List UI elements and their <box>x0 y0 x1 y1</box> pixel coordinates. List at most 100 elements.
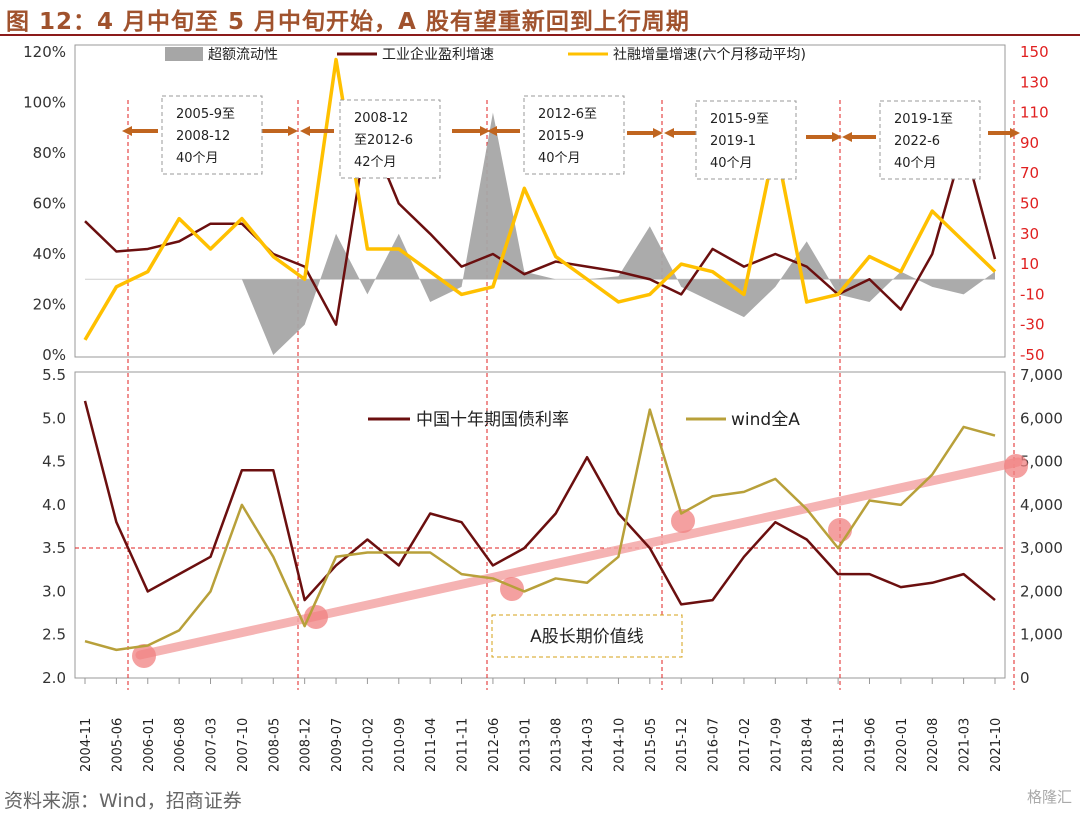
y2-tick-label: 4,000 <box>1020 496 1063 514</box>
cycle-arrow <box>487 126 520 136</box>
legend-label-profit: 工业企业盈利增速 <box>382 46 494 63</box>
x-tick-label: 2005-06 <box>110 718 125 772</box>
cycle-arrow <box>842 132 876 142</box>
y2-tick-label: 3,000 <box>1020 539 1063 557</box>
y-tick-label: 2.5 <box>42 626 66 644</box>
legend-label-winda: wind全A <box>731 410 800 430</box>
chart-canvas: 0% 20% 40% 60% 80% 100% 120% -50 -30 -10 10 30 50 70… <box>23 43 1063 772</box>
y2-tick-label: 130 <box>1020 73 1049 91</box>
value-marker <box>1004 454 1028 478</box>
x-tick-label: 2006-08 <box>173 718 188 772</box>
cycle-label-line: 2005-9至 <box>176 107 235 122</box>
excess-liquidity-area <box>85 112 995 355</box>
x-tick-label: 2018-11 <box>832 718 847 772</box>
series-line-wind-a <box>84 408 996 652</box>
y2-tick-label: 110 <box>1020 104 1049 122</box>
cycle-label-line: 40个月 <box>710 156 753 171</box>
y-tick-label: 5.0 <box>42 409 66 427</box>
watermark-logo: 格隆汇 <box>1026 788 1072 806</box>
y2-tick-label: 0 <box>1020 669 1030 687</box>
y2-tick-label: 50 <box>1020 195 1039 213</box>
cycle-label-line: 2008-12 <box>176 129 230 144</box>
cycle-box <box>695 100 797 180</box>
cycle-label-line: 40个月 <box>538 151 581 166</box>
cycle-label-line: 42个月 <box>354 155 397 170</box>
x-tick-label: 2007-10 <box>236 718 251 772</box>
cycle-label-line: 2012-6至 <box>538 107 597 122</box>
x-tick-label: 2012-06 <box>487 718 502 772</box>
source-note: 资料来源：Wind，招商证券 <box>4 790 242 812</box>
value-line-label: A股长期价值线 <box>530 627 644 647</box>
y-tick-label: 3.0 <box>42 582 66 600</box>
cycle-box <box>161 95 263 175</box>
legend-label-bond: 中国十年期国债利率 <box>416 410 569 430</box>
x-tick-label: 2017-09 <box>769 718 784 772</box>
cycle-label-line: 2008-12 <box>354 111 408 126</box>
bottom-left-axis: 2.0 2.5 3.0 3.5 4.0 4.5 5.0 5.5 <box>42 366 66 687</box>
y2-tick-label: 10 <box>1020 255 1039 273</box>
cycle-arrow <box>122 126 158 136</box>
top-right-axis: -50 -30 -10 10 30 50 70 90 110 130 150 <box>1020 43 1049 364</box>
cycle-dividers <box>127 100 1015 690</box>
y-tick-label: 80% <box>33 144 66 162</box>
cycle-label-line: 至2012-6 <box>354 133 413 148</box>
legend-label-excess-liquidity: 超额流动性 <box>208 47 278 63</box>
x-tick-label: 2009-07 <box>330 718 345 772</box>
top-left-axis: 0% 20% 40% 60% 80% 100% 120% <box>23 43 66 364</box>
cycle-label-line: 2019-1至 <box>894 112 953 127</box>
x-tick-label: 2014-03 <box>581 718 596 772</box>
x-tick-label: 2013-01 <box>518 718 533 772</box>
y2-tick-label: -10 <box>1020 285 1045 303</box>
x-tick-label: 2007-03 <box>205 718 220 772</box>
y2-tick-label: -30 <box>1020 316 1045 334</box>
y-tick-label: 120% <box>23 43 66 61</box>
cycle-arrow <box>627 128 663 138</box>
x-axis: 2004-11 2005-06 2006-01 2006-08 2007-03 2007-… <box>79 678 1004 772</box>
x-tick-label: 2008-12 <box>299 718 314 772</box>
cycle-box <box>339 99 441 179</box>
y-tick-label: 5.5 <box>42 366 66 384</box>
cycle-arrow <box>988 128 1020 138</box>
y-tick-label: 3.5 <box>42 539 66 557</box>
x-tick-label: 2014-10 <box>612 718 627 772</box>
top-panel-frame <box>74 44 1006 358</box>
cycle-label-line: 2022-6 <box>894 134 940 149</box>
x-tick-label: 2021-03 <box>958 718 973 772</box>
y-tick-label: 2.0 <box>42 669 66 687</box>
top-lines <box>83 57 997 341</box>
series-area-excess-liquidity <box>85 112 995 355</box>
cycle-arrow <box>452 126 490 136</box>
y-tick-label: 4.0 <box>42 496 66 514</box>
cycle-label-line: 40个月 <box>176 151 219 166</box>
cycle-label-line: 2019-1 <box>710 134 756 149</box>
cycle-arrow <box>806 132 842 142</box>
y2-tick-label: -50 <box>1020 346 1045 364</box>
y2-tick-label: 70 <box>1020 164 1039 182</box>
value-marker <box>671 509 695 533</box>
x-tick-label: 2010-02 <box>361 718 376 772</box>
y-tick-label: 20% <box>33 296 66 314</box>
series-line-bond-yield <box>83 400 996 606</box>
cycle-box <box>879 100 981 180</box>
cycle-annotations: 2005-9至 2008-12 40个月 2008-12 至2012-6 42个月 2012… <box>161 95 981 180</box>
x-tick-label: 2015-05 <box>644 718 659 772</box>
y2-tick-label: 5,000 <box>1020 453 1063 471</box>
x-tick-label: 2011-11 <box>456 718 471 772</box>
y2-tick-label: 7,000 <box>1020 366 1063 384</box>
x-tick-label: 2017-02 <box>738 718 753 772</box>
bottom-lines <box>83 400 996 652</box>
value-marker <box>304 605 328 629</box>
y-tick-label: 60% <box>33 195 66 213</box>
cycle-arrows <box>122 126 1020 142</box>
title-divider <box>0 34 1080 36</box>
legend-swatch-excess-liquidity <box>165 47 203 61</box>
top-legend: 超额流动性 工业企业盈利增速 社融增量增速(六个月移动平均) <box>165 46 806 63</box>
x-tick-label: 2016-07 <box>707 718 722 772</box>
x-tick-label: 2015-12 <box>675 718 690 772</box>
bottom-panel-frame <box>74 371 1006 679</box>
y-tick-label: 4.5 <box>42 453 66 471</box>
y-tick-label: 100% <box>23 94 66 112</box>
cycle-label-line: 2015-9至 <box>710 112 769 127</box>
value-line-label-box <box>491 614 683 658</box>
cycle-label-line: 2015-9 <box>538 129 584 144</box>
